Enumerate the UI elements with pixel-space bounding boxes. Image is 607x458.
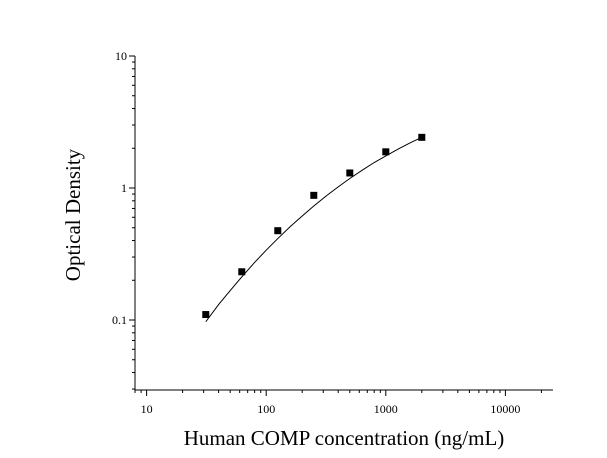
x-tick-label: 1000 [374, 402, 398, 416]
data-points [202, 133, 426, 319]
data-point [346, 169, 354, 177]
data-point [310, 191, 318, 199]
x-tick-label: 10000 [490, 402, 520, 416]
data-point [382, 148, 390, 156]
x-tick-label: 10 [141, 402, 153, 416]
fit-curve [205, 136, 423, 323]
fit-curve-layer [205, 136, 423, 323]
x-axis-title: Human COMP concentration (ng/mL) [184, 426, 505, 450]
y-tick-label: 0.1 [112, 313, 127, 327]
data-point [274, 227, 282, 235]
data-point [202, 311, 210, 319]
tick-labels: 10 100 1000 10000 0.1 1 10 [112, 49, 520, 416]
y-axis-title: Optical Density [61, 148, 85, 281]
x-tick-label: 100 [257, 402, 275, 416]
ticks [129, 55, 542, 396]
data-point [238, 268, 246, 276]
y-tick-label: 10 [115, 49, 127, 63]
axes [134, 56, 553, 391]
y-tick-label: 1 [121, 181, 127, 195]
data-point [418, 133, 426, 141]
